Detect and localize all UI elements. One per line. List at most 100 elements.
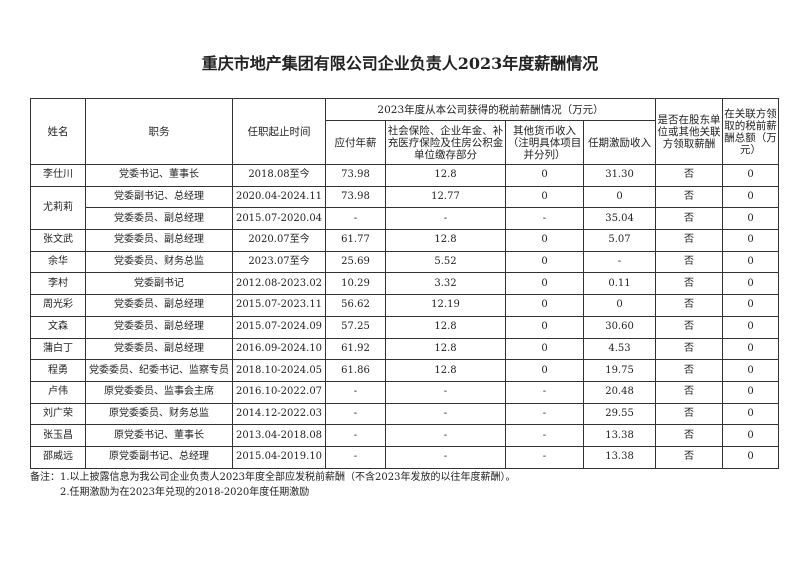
cell-incentive: 31.30	[582, 164, 657, 187]
header-social: 社会保险、企业年金、补充医疗保险及住房公积金单位缴存部分	[385, 120, 506, 165]
table-row: 李仕川 党委书记、董事长 2018.08至今 73.98 12.8 0 31.30 否 0	[30, 164, 780, 187]
cell-salary: -	[325, 207, 386, 231]
cell-incentive: 4.53	[582, 337, 657, 361]
cell-related-total: 0	[722, 164, 780, 187]
cell-social: 5.52	[385, 250, 506, 274]
cell-social: -	[385, 424, 506, 447]
cell-position: 原党委副书记、总经理	[85, 445, 233, 469]
cell-name: 邵威远	[30, 445, 86, 469]
cell-tenure: 2015.07-2020.04	[232, 207, 326, 231]
cell-name: 刘广荣	[30, 402, 86, 426]
cell-salary: -	[325, 424, 386, 447]
cell-other: -	[505, 207, 584, 231]
table-row: 刘广荣 原党委委员、财务总监 2014.12-2022.03- - -29.55 否 0	[30, 402, 780, 426]
cell-social: 12.8	[385, 337, 506, 361]
cell-position: 党委副书记、总经理	[85, 185, 233, 209]
table-row: 周光彩 党委委员、副总经理 2015.07-2023.11 56.62 12.19 0 0 否…	[30, 294, 780, 317]
cell-salary: -	[325, 380, 386, 404]
cell-related-total: 0	[722, 315, 780, 339]
header-position: 职务	[85, 98, 233, 165]
table-row: 程勇 党委委员、纪委书记、监察专员 2018.10-2024.05 61.86 12.8…	[30, 359, 780, 382]
table-row: 张玉昌 原党委书记、董事长 2013.04-2018.08- - -13.38 否 0	[30, 424, 780, 447]
cell-salary: 61.92	[325, 337, 386, 361]
cell-salary: 73.98	[325, 164, 386, 187]
cell-other: 0	[505, 315, 584, 339]
cell-related-total: 0	[722, 250, 780, 274]
table-row: 文森 党委委员、副总经理 2015.07-2024.09 57.25 12.8 0 30.6…	[30, 315, 780, 339]
cell-other: 0	[505, 272, 584, 296]
cell-related-total: 0	[722, 207, 780, 231]
cell-tenure: 2018.08至今	[232, 164, 326, 187]
cell-position: 党委副书记	[85, 272, 233, 296]
cell-social: 12.19	[385, 294, 506, 317]
table-row: 卢伟 原党委委员、监事会主席 2016.10-2022.07- - -20.48 否 0	[30, 380, 780, 404]
cell-related-total: 0	[722, 424, 780, 447]
cell-social: 12.8	[385, 229, 506, 252]
cell-related-flag: 否	[655, 229, 724, 252]
cell-related-total: 0	[722, 185, 780, 209]
table-row: 李村 党委副书记 2012.08-2023.02 10.29 3.32 0 0.11 否 0	[30, 272, 780, 296]
cell-position: 党委委员、副总经理	[85, 229, 233, 252]
cell-salary: 25.69	[325, 250, 386, 274]
cell-position: 党委委员、财务总监	[85, 250, 233, 274]
cell-related-flag: 否	[655, 207, 724, 231]
cell-name: 张玉昌	[30, 424, 86, 447]
cell-tenure: 2015.07-2024.09	[232, 315, 326, 339]
cell-tenure: 2014.12-2022.03	[232, 402, 326, 426]
cell-tenure: 2023.07至今	[232, 250, 326, 274]
cell-name: 张文武	[30, 229, 86, 252]
cell-tenure: 2015.04-2019.10	[232, 445, 326, 469]
cell-name: 文森	[30, 315, 86, 339]
cell-salary: -	[325, 445, 386, 469]
cell-tenure: 2013.04-2018.08	[232, 424, 326, 447]
note-2: 2.任期激励为在2023年兑现的2018-2020年度任期激励	[60, 487, 310, 498]
cell-position: 原党委书记、董事长	[85, 424, 233, 447]
cell-related-flag: 否	[655, 359, 724, 382]
header-related-total: 在关联方领取的税前薪酬总额（万元）	[722, 98, 780, 165]
cell-name: 程勇	[30, 359, 86, 382]
cell-name: 李村	[30, 272, 86, 296]
cell-position: 党委委员、副总经理	[85, 207, 233, 231]
cell-related-flag: 否	[655, 445, 724, 469]
cell-social: 12.8	[385, 359, 506, 382]
cell-other: -	[505, 445, 584, 469]
header-salary: 应付年薪	[325, 120, 386, 165]
table-row: 余华 党委委员、财务总监 2023.07至今 25.69 5.52 0- 否 0	[30, 250, 780, 274]
cell-position: 党委书记、董事长	[85, 164, 233, 187]
header-name: 姓名	[30, 98, 86, 165]
cell-tenure: 2020.04-2024.11	[232, 185, 326, 209]
header-other: 其他货币收入（注明具体项目并分列）	[505, 120, 584, 165]
table-row: 张文武 党委委员、副总经理 2020.07至今 61.77 12.8 0 5.07 否 0	[30, 229, 780, 252]
cell-tenure: 2015.07-2023.11	[232, 294, 326, 317]
cell-social: -	[385, 380, 506, 404]
cell-other: 0	[505, 294, 584, 317]
cell-related-total: 0	[722, 272, 780, 296]
cell-tenure: 2016.10-2022.07	[232, 380, 326, 404]
cell-name: 尤莉莉	[30, 185, 86, 231]
page-title: 重庆市地产集团有限公司企业负责人2023年度薪酬情况	[201, 54, 599, 73]
cell-related-flag: 否	[655, 337, 724, 361]
cell-other: 0	[505, 164, 584, 187]
cell-other: -	[505, 424, 584, 447]
notes: 备注：1.以上披露信息为我公司企业负责人2023年度全部应发税前薪酬（不含202…	[30, 470, 515, 500]
cell-related-total: 0	[722, 229, 780, 252]
cell-incentive: 29.55	[582, 402, 657, 426]
cell-incentive: 0	[582, 294, 657, 317]
cell-salary: 61.77	[325, 229, 386, 252]
cell-salary: 61.86	[325, 359, 386, 382]
cell-related-total: 0	[722, 402, 780, 426]
cell-related-flag: 否	[655, 294, 724, 317]
cell-position: 党委委员、副总经理	[85, 294, 233, 317]
cell-other: -	[505, 402, 584, 426]
cell-tenure: 2016.09-2024.10	[232, 337, 326, 361]
cell-related-total: 0	[722, 294, 780, 317]
cell-position: 党委委员、副总经理	[85, 315, 233, 339]
cell-social: 12.8	[385, 315, 506, 339]
header-tenure: 任职起止时间	[232, 98, 326, 165]
cell-incentive: 0	[582, 185, 657, 209]
cell-related-total: 0	[722, 359, 780, 382]
cell-position: 原党委委员、财务总监	[85, 402, 233, 426]
cell-other: -	[505, 380, 584, 404]
cell-social: -	[385, 207, 506, 231]
cell-social: -	[385, 402, 506, 426]
